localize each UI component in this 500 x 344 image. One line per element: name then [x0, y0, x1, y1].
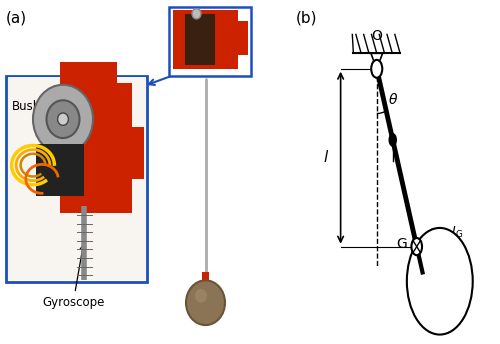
Circle shape: [412, 238, 422, 255]
Circle shape: [388, 133, 397, 147]
Circle shape: [371, 60, 382, 78]
Text: $m,\ I_{\mathrm{G}}$: $m,\ I_{\mathrm{G}}$: [430, 225, 464, 240]
Circle shape: [195, 289, 207, 303]
FancyBboxPatch shape: [170, 7, 250, 76]
Text: G: G: [396, 237, 407, 251]
Circle shape: [58, 113, 68, 125]
FancyBboxPatch shape: [172, 10, 238, 69]
FancyBboxPatch shape: [36, 144, 84, 196]
Text: (b): (b): [296, 10, 318, 25]
Circle shape: [46, 100, 80, 138]
Circle shape: [33, 85, 93, 153]
Text: O: O: [372, 29, 382, 43]
Circle shape: [186, 280, 225, 325]
Text: (a): (a): [6, 10, 27, 25]
Circle shape: [407, 228, 472, 335]
Polygon shape: [371, 53, 382, 69]
Text: θ: θ: [388, 93, 397, 107]
FancyBboxPatch shape: [202, 272, 209, 284]
FancyBboxPatch shape: [60, 62, 117, 83]
Circle shape: [192, 9, 201, 19]
FancyBboxPatch shape: [184, 14, 214, 65]
Text: l: l: [324, 150, 328, 165]
Text: Gyroscope: Gyroscope: [42, 245, 104, 309]
FancyBboxPatch shape: [8, 77, 145, 280]
FancyBboxPatch shape: [232, 21, 248, 55]
FancyBboxPatch shape: [60, 83, 132, 213]
FancyBboxPatch shape: [132, 127, 144, 179]
Text: Bushing: Bushing: [12, 87, 60, 113]
FancyBboxPatch shape: [6, 76, 147, 282]
